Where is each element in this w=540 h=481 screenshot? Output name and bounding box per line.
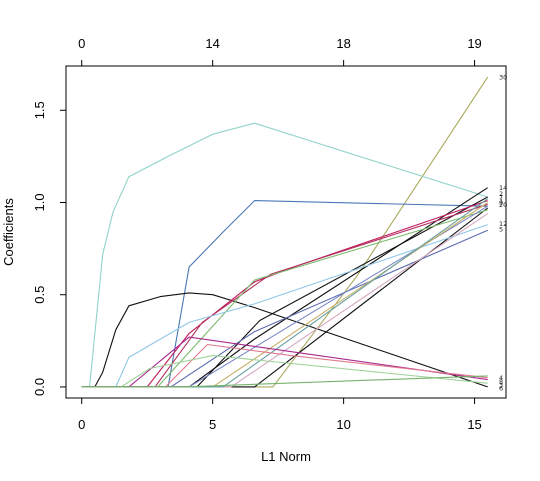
end-label: 9	[499, 199, 503, 207]
top-tick-label: 18	[336, 36, 350, 51]
end-label: 12	[499, 220, 507, 228]
end-label: 4	[499, 374, 503, 382]
x-tick-label: 5	[209, 417, 216, 432]
x-tick-label: 0	[78, 417, 85, 432]
top-tick-label: 19	[467, 36, 481, 51]
x-axis: 0 5 10 15	[78, 397, 482, 432]
series-lines	[81, 76, 489, 388]
end-label: 2	[499, 190, 503, 198]
x-tick-label: 10	[336, 417, 350, 432]
end-label: 14	[499, 184, 507, 192]
y-tick-label: 0.0	[32, 378, 47, 396]
x-axis-label: L1 Norm	[261, 449, 311, 464]
end-label: 1	[499, 197, 503, 205]
series-line-2	[81, 122, 488, 388]
top-tick-label: 0	[78, 36, 85, 51]
series-line-20	[81, 375, 488, 388]
series-line-4	[81, 292, 488, 388]
end-label: 30	[499, 74, 507, 82]
y-tick-label: 1.0	[32, 193, 47, 211]
y-axis: 0.0 0.5 1.0 1.5	[32, 101, 67, 396]
x-tick-label: 15	[467, 417, 481, 432]
top-tick-label: 14	[205, 36, 219, 51]
y-axis-label: Coefficients	[1, 198, 16, 266]
end-label: 3	[499, 382, 503, 390]
end-label: 7	[499, 193, 503, 201]
end-label: 5	[499, 226, 503, 234]
y-tick-label: 1.5	[32, 101, 47, 119]
end-label: 6	[499, 384, 503, 392]
top-axis: 0 14 18 19	[78, 36, 482, 67]
end-label: 20	[499, 201, 507, 209]
y-tick-label: 0.5	[32, 286, 47, 304]
end-label: 8	[499, 378, 503, 386]
